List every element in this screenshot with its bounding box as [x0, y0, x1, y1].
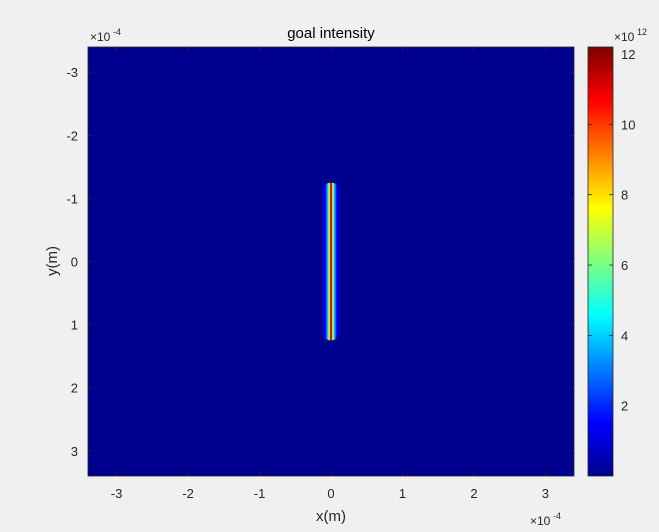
x-tick-label: 3 — [542, 486, 549, 501]
colorbar — [587, 46, 614, 477]
y-tick-label: 2 — [71, 381, 78, 396]
y-axis-label: y(m) — [44, 246, 61, 276]
y-tick-label: 1 — [71, 318, 78, 333]
y-tick-label: -3 — [66, 65, 78, 80]
x-tick-label: -3 — [111, 486, 123, 501]
x-tick-label: -1 — [254, 486, 266, 501]
y-tick-label: -1 — [66, 191, 78, 206]
y-tick-label: 0 — [71, 255, 78, 270]
chart-title: goal intensity — [287, 25, 375, 42]
x-axis-ticks: -3 -2 -1 0 1 2 3 — [111, 47, 549, 501]
colorbar-tick-label: 10 — [621, 117, 635, 132]
feature-layer — [320, 182, 342, 341]
colorbar-tick-label: 4 — [621, 328, 628, 343]
y-exponent-base: ×10 — [90, 30, 111, 44]
colorbar-exponent-base: ×10 — [614, 30, 635, 44]
y-tick-label: 3 — [71, 444, 78, 459]
x-tick-label: 2 — [470, 486, 477, 501]
x-exponent-base: ×10 — [530, 514, 551, 528]
intensity-feature — [320, 182, 342, 341]
y-axis-ticks: -3 -2 -1 0 1 2 3 — [66, 65, 574, 459]
colorbar-tick-label: 6 — [621, 258, 628, 273]
y-exponent-power: -4 — [113, 27, 121, 37]
x-tick-label: 1 — [399, 486, 406, 501]
x-tick-label: -2 — [182, 486, 194, 501]
colorbar-tick-label: 8 — [621, 188, 628, 203]
colorbar-exponent-power: 12 — [637, 27, 647, 37]
colorbar-tick-label: 2 — [621, 399, 628, 414]
x-tick-label: 0 — [327, 486, 334, 501]
colorbar-tick-label: 12 — [621, 47, 635, 62]
x-exponent-power: -4 — [553, 511, 561, 521]
x-axis-label: x(m) — [316, 508, 346, 525]
y-tick-label: -2 — [66, 128, 78, 143]
colorbar-ticks: 2 4 6 8 10 12 — [588, 47, 635, 414]
